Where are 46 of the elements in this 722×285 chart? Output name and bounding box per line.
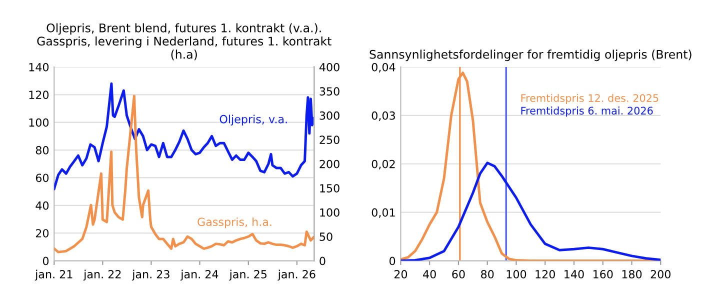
x-tick-label: jan. 25 xyxy=(229,270,266,281)
x-tick-label: 180 xyxy=(622,270,642,278)
y-tick-label: 140 xyxy=(29,62,49,72)
y-tick-label: 0,03 xyxy=(372,111,395,121)
line-series xyxy=(54,94,314,254)
y-tick-label: 80 xyxy=(36,146,49,154)
y2-tick-label: 200 xyxy=(320,160,340,168)
y2-tick-label: 50 xyxy=(320,232,332,241)
series-label: Oljepris, v.a. xyxy=(220,114,287,126)
x-tick-label: 80 xyxy=(481,270,494,278)
x-tick-label: 60 xyxy=(452,270,465,278)
y2-tick-label: 400 xyxy=(319,62,340,72)
y-tick-label: 0 xyxy=(42,256,49,266)
y-tick-label: 100 xyxy=(29,118,49,127)
line-series xyxy=(54,82,314,190)
y2-tick-label: 300 xyxy=(320,111,340,120)
text: Fremtidspris 6. mai. 2026 xyxy=(521,106,653,117)
y2-tick-label: 250 xyxy=(320,136,340,144)
x-tick-label: jan. 22 xyxy=(83,270,121,281)
y2-tick-label: 150 xyxy=(320,184,340,192)
x-tick-label: 120 xyxy=(536,270,555,278)
x-tick-label: 140 xyxy=(564,270,584,278)
y-tick-label: 60 xyxy=(36,174,49,182)
y-tick-label: 0,01 xyxy=(372,208,395,218)
y2-tick-label: 0 xyxy=(320,256,326,266)
x-tick-label: 40 xyxy=(423,270,436,278)
series-label: Gasspris, h.a. xyxy=(198,217,272,228)
chart-title: Oljepris, Brent blend, futures 1. kontrakt (v.a.). Gasspris, levering i Nederland, futures 1. kontrakt (h.a) xyxy=(37,23,332,60)
y2-tick-label: 350 xyxy=(320,87,340,96)
y2-tick-label: 100 xyxy=(320,208,340,217)
x-tick-label: jan. 23 xyxy=(132,270,170,281)
x-tick-label: jan. 26 xyxy=(278,270,316,281)
y-tick-label: 0,04 xyxy=(372,62,396,72)
y-tick-label: 120 xyxy=(29,90,49,100)
y-tick-label: 0 xyxy=(390,256,396,266)
chart-title: Sannsynlighetsfordelinger for fremtidig oljepris (Brent) xyxy=(370,50,692,62)
y-tick-label: 40 xyxy=(36,201,49,210)
x-tick-label: 160 xyxy=(593,270,613,278)
x-tick-label: jan. 24 xyxy=(180,270,218,281)
x-tick-label: 200 xyxy=(650,270,670,278)
text: Fremtidspris 12. des. 2025 xyxy=(521,94,658,104)
x-tick-label: 100 xyxy=(506,270,526,278)
y-tick-label: 20 xyxy=(36,229,49,238)
x-tick-label: 20 xyxy=(394,270,408,278)
y-tick-label: 0,02 xyxy=(372,160,395,170)
x-tick-label: jan. 21 xyxy=(34,270,72,281)
